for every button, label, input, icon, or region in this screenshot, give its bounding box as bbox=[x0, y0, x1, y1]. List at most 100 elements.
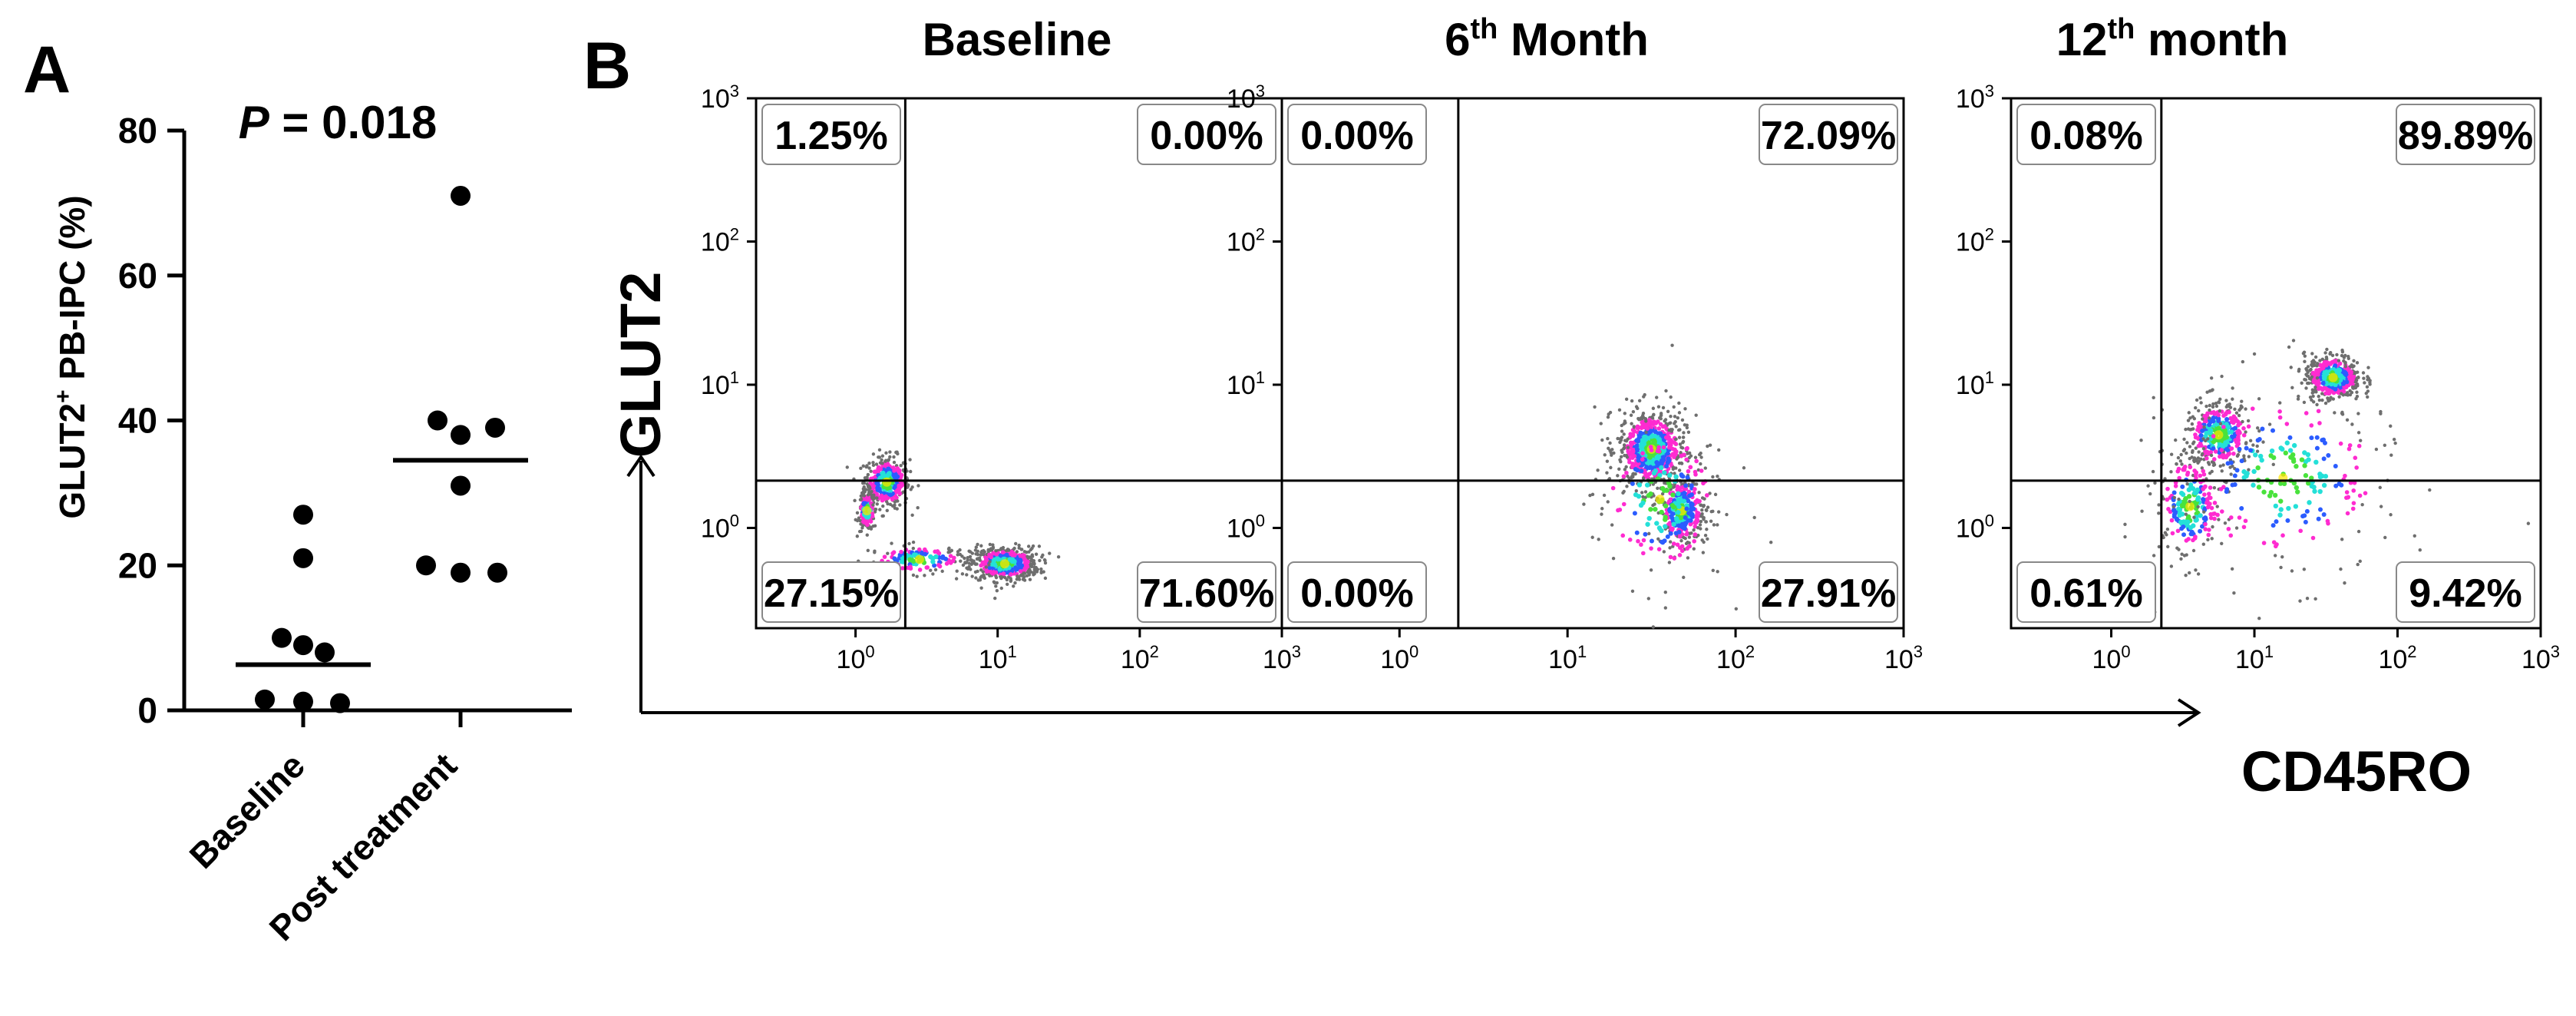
event-dot bbox=[1656, 448, 1662, 454]
event-dot bbox=[911, 573, 916, 577]
event-dot bbox=[1659, 528, 1664, 534]
event-dot bbox=[1693, 455, 1698, 459]
event-dot bbox=[960, 572, 965, 576]
event-dot bbox=[1605, 471, 1609, 475]
event-dot bbox=[880, 514, 884, 518]
event-dot bbox=[1698, 523, 1702, 527]
event-dot bbox=[2203, 521, 2208, 527]
event-dot bbox=[1607, 446, 1610, 450]
event-dot bbox=[1013, 565, 1019, 571]
x-tick-label: 102 bbox=[1121, 642, 1159, 674]
event-dot bbox=[2172, 495, 2176, 500]
event-dot bbox=[986, 549, 990, 553]
event-dot bbox=[2310, 535, 2316, 541]
event-dot bbox=[2290, 569, 2294, 573]
event-dot bbox=[2211, 446, 2216, 452]
event-dot bbox=[2231, 420, 2236, 425]
event-dot bbox=[2356, 431, 2361, 435]
event-dot bbox=[1029, 548, 1033, 551]
event-dot bbox=[2175, 528, 2181, 534]
event-dot bbox=[1667, 422, 1672, 425]
event-dot bbox=[2228, 405, 2233, 409]
event-dot bbox=[2323, 401, 2328, 405]
event-dot bbox=[2187, 411, 2191, 415]
flow-plot-baseline: Baseline 100 100 101 101 102 102 103 103 1.25% 0.… bbox=[701, 14, 1301, 674]
event-dot bbox=[1639, 441, 1645, 447]
y-tick-label: 101 bbox=[701, 368, 739, 400]
event-dot bbox=[2178, 490, 2185, 496]
event-dot bbox=[1663, 515, 1668, 520]
event-dot bbox=[2241, 525, 2247, 530]
event-dot bbox=[994, 552, 999, 557]
event-dot bbox=[855, 534, 860, 538]
event-dot bbox=[961, 563, 966, 568]
y-tick-label: 40 bbox=[118, 401, 157, 441]
event-dot bbox=[2281, 481, 2287, 487]
y-tick-label: 102 bbox=[1227, 224, 1265, 256]
quadrant-value: 0.00% bbox=[1150, 114, 1263, 158]
event-dot bbox=[2428, 488, 2432, 492]
event-dot bbox=[979, 553, 983, 557]
event-dot bbox=[1605, 459, 1610, 463]
plot-frame bbox=[2010, 97, 2542, 630]
y-tick-label: 103 bbox=[1227, 81, 1265, 114]
event-dot bbox=[1628, 432, 1633, 437]
event-dot bbox=[2230, 482, 2235, 488]
event-dot bbox=[928, 554, 933, 560]
event-dot bbox=[1000, 550, 1006, 554]
event-dot bbox=[2218, 487, 2224, 491]
event-dot bbox=[1681, 452, 1686, 457]
event-dot bbox=[2333, 382, 2338, 388]
event-dot bbox=[2325, 518, 2330, 524]
event-dot bbox=[952, 555, 956, 561]
event-dot bbox=[2374, 447, 2379, 452]
event-dot bbox=[1688, 465, 1693, 470]
event-dot bbox=[1659, 465, 1664, 471]
event-dot bbox=[2362, 376, 2366, 380]
event-dot bbox=[2337, 395, 2341, 399]
event-dot bbox=[1013, 581, 1017, 585]
event-dot bbox=[2313, 360, 2317, 364]
event-dot bbox=[1025, 574, 1029, 577]
event-dot bbox=[954, 577, 959, 581]
event-dot bbox=[1031, 562, 1035, 566]
event-dot bbox=[1636, 462, 1641, 466]
event-dot bbox=[865, 464, 869, 468]
event-dot bbox=[2321, 456, 2327, 462]
event-dot bbox=[1685, 546, 1689, 551]
event-dot bbox=[1022, 574, 1026, 579]
event-dot bbox=[2181, 532, 2187, 538]
event-dot bbox=[1622, 422, 1626, 426]
event-dot bbox=[960, 554, 964, 558]
event-dot bbox=[933, 568, 938, 572]
event-dot bbox=[988, 542, 992, 547]
event-dot bbox=[910, 485, 914, 489]
event-dot bbox=[2220, 541, 2224, 546]
quadrant-value: 0.61% bbox=[2029, 571, 2142, 616]
event-dot bbox=[2345, 511, 2350, 516]
event-dot bbox=[987, 552, 992, 558]
x-tick-label: 103 bbox=[1884, 642, 1923, 674]
event-dot bbox=[2209, 505, 2214, 511]
event-dot bbox=[2316, 362, 2320, 366]
event-dot bbox=[1668, 540, 1673, 544]
event-dot bbox=[1681, 498, 1687, 504]
event-dot bbox=[2194, 568, 2198, 572]
quadrant-value: 0.00% bbox=[1300, 114, 1413, 158]
event-dot bbox=[908, 458, 912, 462]
event-dot bbox=[2224, 405, 2229, 409]
event-dot bbox=[1669, 515, 1675, 521]
event-dot bbox=[2346, 446, 2352, 452]
panel-b-x-label: CD45RO bbox=[2241, 740, 2472, 803]
panel-label-b: B bbox=[583, 29, 631, 103]
event-dot bbox=[2208, 416, 2211, 420]
event-dot bbox=[1677, 401, 1681, 405]
event-dot bbox=[1640, 457, 1645, 462]
event-dot bbox=[1640, 419, 1645, 425]
event-dot bbox=[1692, 528, 1696, 532]
event-dot bbox=[2277, 481, 2284, 486]
event-dot bbox=[2208, 471, 2212, 475]
event-dot bbox=[1699, 519, 1703, 524]
event-dot bbox=[989, 548, 994, 552]
event-dot bbox=[2181, 525, 2186, 530]
